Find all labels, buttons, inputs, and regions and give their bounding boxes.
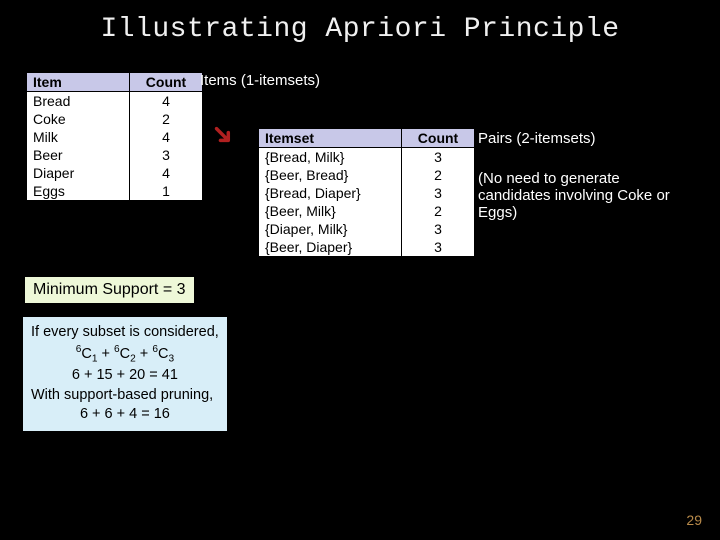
items-table: ItemCountBread4Coke2Milk4Beer3Diaper4Egg…: [26, 72, 203, 201]
table-header: Count: [130, 73, 203, 92]
table-cell: Eggs: [27, 182, 130, 201]
table-row: {Bread, Diaper}3: [259, 184, 475, 202]
table-cell: Bread: [27, 92, 130, 111]
table-row: Bread4: [27, 92, 203, 111]
calculation-box: If every subset is considered, 6C1 + 6C2…: [22, 316, 228, 432]
calc-line3: 6 + 15 + 20 = 41: [31, 366, 219, 386]
table1-wrap: ItemCountBread4Coke2Milk4Beer3Diaper4Egg…: [26, 72, 203, 201]
page-number: 29: [686, 512, 702, 528]
table-row: {Beer, Milk}2: [259, 202, 475, 220]
table-cell: {Bread, Diaper}: [259, 184, 402, 202]
calc-line1: If every subset is considered,: [31, 323, 219, 343]
table-cell: {Beer, Milk}: [259, 202, 402, 220]
table2-wrap: ItemsetCount{Bread, Milk}3{Beer, Bread}2…: [258, 128, 475, 257]
table-cell: 3: [402, 220, 475, 238]
pruning-note: (No need to generate candidates involvin…: [478, 170, 688, 221]
pairs-2-itemsets-label: Pairs (2-itemsets): [478, 130, 596, 147]
table-cell: 4: [130, 164, 203, 182]
table-row: Beer3: [27, 146, 203, 164]
table-cell: {Bread, Milk}: [259, 148, 402, 167]
table-cell: 3: [130, 146, 203, 164]
table-row: {Diaper, Milk}3: [259, 220, 475, 238]
arrow-icon: ➜: [197, 111, 246, 160]
table-cell: {Beer, Bread}: [259, 166, 402, 184]
slide-title: Illustrating Apriori Principle: [0, 0, 720, 45]
items-1-itemsets-label: Items (1-itemsets): [200, 72, 320, 89]
table-cell: Coke: [27, 110, 130, 128]
calc-line2: 6C1 + 6C2 + 6C3: [31, 343, 219, 366]
table-cell: 3: [402, 238, 475, 257]
pairs-table: ItemsetCount{Bread, Milk}3{Beer, Bread}2…: [258, 128, 475, 257]
calc-line5: 6 + 6 + 4 = 16: [31, 405, 219, 425]
table-cell: 4: [130, 128, 203, 146]
table-header: Item: [27, 73, 130, 92]
table-cell: Milk: [27, 128, 130, 146]
table-header: Count: [402, 129, 475, 148]
table-row: Coke2: [27, 110, 203, 128]
table-cell: {Beer, Diaper}: [259, 238, 402, 257]
table-row: {Beer, Bread}2: [259, 166, 475, 184]
table-header: Itemset: [259, 129, 402, 148]
min-support-box: Minimum Support = 3: [24, 276, 195, 304]
table-cell: 3: [402, 184, 475, 202]
table-row: Diaper4: [27, 164, 203, 182]
table-row: {Bread, Milk}3: [259, 148, 475, 167]
table-cell: 2: [402, 202, 475, 220]
table-row: {Beer, Diaper}3: [259, 238, 475, 257]
table-cell: 2: [130, 110, 203, 128]
table-cell: {Diaper, Milk}: [259, 220, 402, 238]
table-cell: 4: [130, 92, 203, 111]
table-cell: 3: [402, 148, 475, 167]
table-cell: Diaper: [27, 164, 130, 182]
table-row: Eggs1: [27, 182, 203, 201]
table-row: Milk4: [27, 128, 203, 146]
table-cell: 2: [402, 166, 475, 184]
calc-line4: With support-based pruning,: [31, 386, 219, 406]
table-cell: 1: [130, 182, 203, 201]
table-cell: Beer: [27, 146, 130, 164]
